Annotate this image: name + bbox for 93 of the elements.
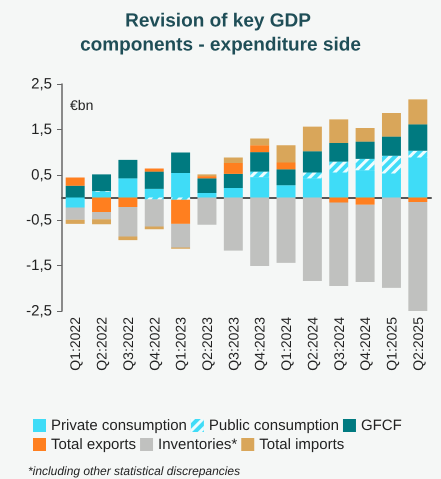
bar — [118, 178, 138, 198]
x-tick-label: Q3:2022 — [120, 316, 136, 371]
bar — [276, 198, 296, 263]
bar — [197, 192, 216, 198]
bar — [276, 185, 296, 198]
bar — [382, 173, 401, 198]
bar — [197, 178, 216, 193]
bar — [356, 170, 375, 198]
x-tick-label: Q2:2024 — [304, 316, 320, 371]
x-tick-label: Q3:2023 — [225, 316, 242, 371]
text: *including other statistical discrepancies — [28, 464, 240, 478]
bar — [224, 158, 243, 163]
bar — [408, 99, 428, 124]
bar — [171, 224, 190, 248]
legend-label: Public consumption — [208, 417, 339, 434]
bar — [329, 119, 348, 144]
bar — [171, 172, 190, 198]
bar — [92, 198, 112, 212]
bar — [171, 152, 190, 173]
bar — [66, 186, 85, 198]
bar — [92, 192, 112, 198]
y-tick-label: 2,5 — [31, 76, 52, 92]
bar — [118, 160, 138, 178]
bar — [356, 204, 375, 282]
y-tick-label: -1,5 — [26, 257, 52, 274]
legend-label: Total exports — [51, 436, 136, 453]
bar — [118, 198, 138, 208]
x-tick-label: Q4:2022 — [146, 316, 162, 371]
y-axis-title: €bn — [70, 97, 94, 113]
legend-label: GFCF — [360, 417, 402, 434]
bar — [144, 188, 164, 198]
bar — [92, 212, 112, 220]
x-tick-label: Q1:2023 — [172, 316, 189, 371]
bar — [250, 138, 270, 146]
chart-title: Revision of key GDP components - expenditure side — [80, 10, 361, 56]
bar — [329, 172, 348, 198]
bar — [118, 236, 138, 240]
bar — [197, 198, 216, 225]
bar — [382, 113, 401, 137]
y-tick-label: 0,5 — [31, 166, 52, 184]
x-tick-label: Q1:2022 — [67, 316, 84, 371]
bar — [144, 226, 164, 230]
bar — [144, 172, 164, 189]
bar — [92, 174, 112, 192]
y-tick-label: -2,5 — [26, 302, 52, 320]
bar — [224, 174, 243, 188]
bar — [356, 198, 375, 205]
bar — [66, 207, 85, 220]
bar — [92, 219, 112, 224]
bar — [356, 142, 375, 159]
bar — [171, 200, 190, 224]
bar — [382, 136, 401, 156]
bar — [224, 188, 243, 198]
bar — [250, 198, 270, 266]
legend-label: Inventories* — [158, 436, 238, 453]
bar — [66, 220, 85, 224]
bar — [356, 128, 375, 142]
bar — [408, 158, 428, 198]
bar — [276, 162, 296, 170]
x-tick-label: Q1:2025 — [383, 316, 400, 371]
bar — [224, 198, 243, 251]
bar — [302, 198, 322, 282]
bar — [276, 169, 296, 186]
bar — [144, 168, 164, 172]
bar — [66, 178, 85, 186]
y-tick-label: -0,5 — [26, 212, 52, 229]
bar — [382, 198, 401, 288]
x-tick-label: Q4:2023 — [252, 316, 268, 371]
x-tick-label: Q4:2024 — [357, 316, 374, 371]
bar — [118, 207, 138, 237]
bar — [329, 143, 348, 162]
bar — [144, 199, 164, 227]
x-tick-label: Q2:2022 — [94, 316, 110, 371]
bar — [66, 198, 85, 208]
bar — [408, 198, 428, 202]
bar — [276, 145, 296, 163]
x-tick-label: Q1:2024 — [278, 316, 294, 371]
legend-label: Total imports — [259, 436, 344, 453]
bar — [329, 202, 348, 286]
legend-label: Private consumption — [51, 417, 187, 434]
bar — [250, 177, 270, 198]
bar — [302, 178, 322, 198]
bar — [302, 126, 322, 152]
bar — [224, 162, 243, 174]
x-tick-label: Q2:2023 — [198, 316, 215, 371]
x-tick-label: Q3:2024 — [330, 316, 347, 371]
y-tick-label: 1,5 — [31, 120, 52, 138]
bar — [250, 145, 270, 152]
bar — [250, 152, 270, 172]
bar — [329, 198, 348, 202]
bar — [302, 151, 322, 173]
bar — [408, 124, 428, 151]
x-tick-label: Q2:2025 — [410, 316, 426, 371]
